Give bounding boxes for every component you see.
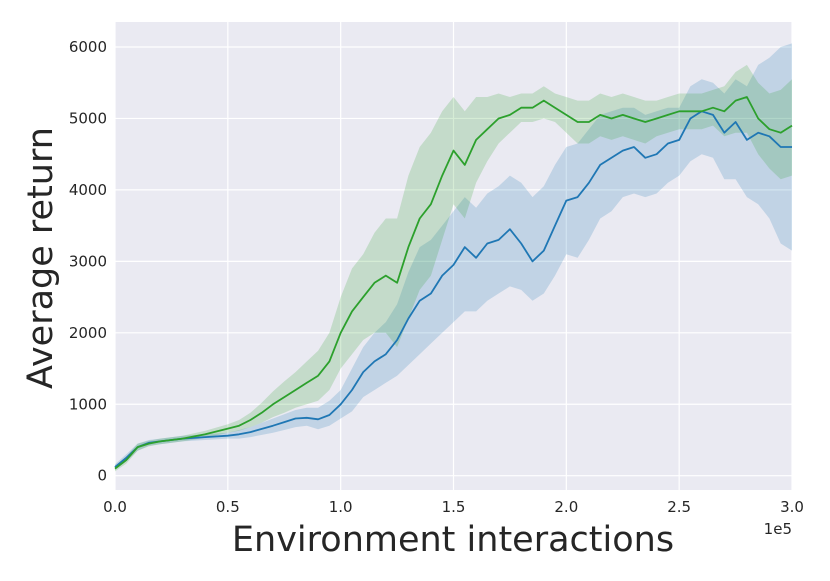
x-tick-label: 1.0 bbox=[329, 498, 353, 516]
y-tick-label: 0 bbox=[97, 467, 107, 485]
x-tick-label: 2.0 bbox=[554, 498, 578, 516]
x-offset-label: 1e5 bbox=[764, 520, 792, 538]
x-tick-label: 1.5 bbox=[442, 498, 466, 516]
series-lines bbox=[114, 96, 793, 470]
y-tick-labels: 0 1000 2000 3000 4000 5000 6000 bbox=[69, 38, 107, 485]
x-tick-label: 3.0 bbox=[780, 498, 804, 516]
gridlines bbox=[114, 22, 793, 490]
y-axis-label: Average return bbox=[21, 127, 61, 389]
y-tick-label: 6000 bbox=[69, 38, 107, 56]
x-axis-label: Environment interactions bbox=[232, 520, 674, 560]
x-tick-label: 2.5 bbox=[667, 498, 691, 516]
series-1-band bbox=[115, 64, 792, 472]
x-tick-label: 0.0 bbox=[103, 498, 127, 516]
y-tick-label: 2000 bbox=[69, 324, 107, 342]
y-tick-label: 3000 bbox=[69, 252, 107, 270]
y-tick-label: 5000 bbox=[69, 109, 107, 127]
series-1-line bbox=[114, 96, 793, 470]
y-tick-label: 1000 bbox=[69, 395, 107, 413]
series-0-line bbox=[114, 110, 792, 468]
x-tick-labels: 0.0 0.5 1.0 1.5 2.0 2.5 3.0 bbox=[103, 498, 804, 516]
y-tick-label: 4000 bbox=[69, 181, 107, 199]
x-tick-label: 0.5 bbox=[216, 498, 240, 516]
